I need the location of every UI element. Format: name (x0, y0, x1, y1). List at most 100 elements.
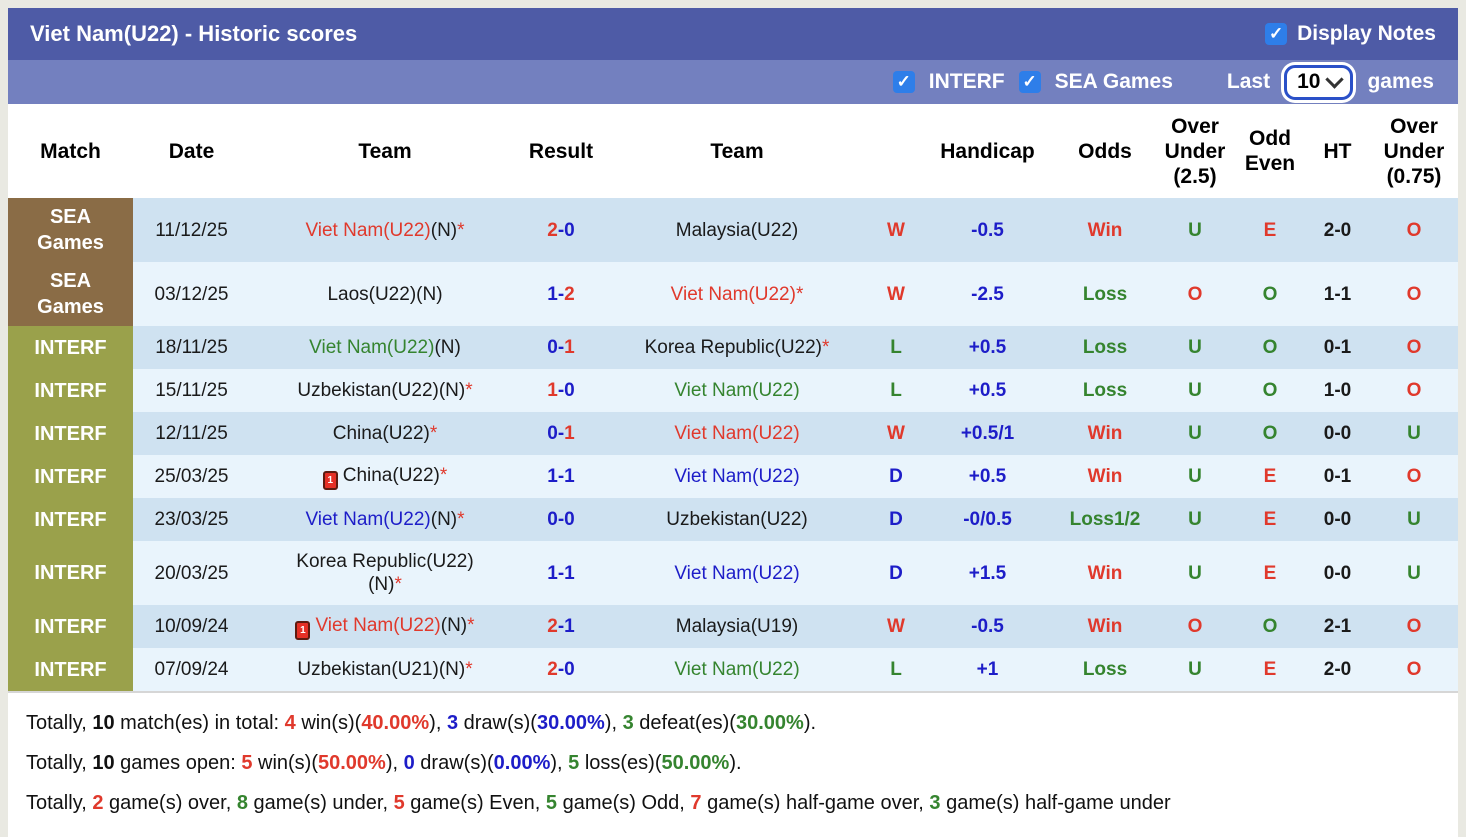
date-cell: 15/11/25 (133, 369, 250, 412)
col-header-over-under-075: Over Under (0.75) (1370, 104, 1458, 198)
over-under-25-cell: U (1155, 369, 1235, 412)
last-games-select[interactable]: 10 (1284, 64, 1354, 100)
summary-segment: 40.00% (361, 712, 430, 734)
table-row: INTERF 12/11/25 China(U22)* 0-1 Viet Nam(U22… (8, 412, 1458, 455)
team-suffix: (N) (440, 614, 468, 636)
over-under-25-cell: U (1155, 198, 1235, 262)
match-type-cell: INTERF (8, 498, 133, 541)
summary-segment: 5 (393, 792, 405, 814)
result-cell: 1-1 (520, 455, 602, 498)
team-name: Uzbekistan(U21) (297, 659, 439, 680)
table-row: INTERF 15/11/25 Uzbekistan(U22)(N)* 1-0 Viet… (8, 369, 1458, 412)
home-score: 1 (547, 562, 558, 584)
scores-table-wrap: Match Date Team Result Team Handicap Odd… (8, 104, 1458, 693)
handicap-cell: +0.5 (920, 369, 1055, 412)
date-cell: 18/11/25 (133, 326, 250, 369)
summary-segment: ), (550, 752, 569, 774)
home-team-cell: China(U22)* (250, 412, 520, 455)
summary-segment: loss(es)( (579, 752, 662, 774)
home-score: 1 (547, 380, 558, 401)
score-dash: - (557, 337, 565, 358)
date-cell: 25/03/25 (133, 455, 250, 498)
summary-footer: Totally, 10 match(es) in total: 4 win(s)… (8, 693, 1458, 837)
historic-scores-panel: Viet Nam(U22) - Historic scores ✓ Displa… (8, 8, 1458, 837)
team-name: Uzbekistan(U22) (297, 380, 439, 401)
match-type-cell: SEA Games (8, 262, 133, 326)
col-header-team-away: Team (602, 104, 872, 198)
team-name: Malaysia(U22) (675, 219, 799, 241)
summary-segment: game(s) Even, (404, 792, 546, 814)
away-score: 0 (564, 380, 575, 401)
away-team-cell: Korea Republic(U22)* (602, 326, 872, 369)
score-dash: - (557, 616, 565, 637)
team-name: Viet Nam(U22) (305, 219, 431, 241)
summary-segment: 0 (403, 752, 415, 774)
summary-segment: 50.00% (318, 752, 386, 774)
col-header-ht: HT (1305, 104, 1370, 198)
table-row: INTERF 20/03/25 Korea Republic(U22) (N)* 1-… (8, 541, 1458, 605)
handicap-cell: +0.5 (920, 455, 1055, 498)
asterisk-marker: * (429, 423, 438, 444)
summary-line-total: Totally, 10 match(es) in total: 4 win(s)… (26, 703, 1440, 743)
ht-cell: 1-1 (1305, 262, 1370, 326)
table-row: SEA Games 11/12/25 Viet Nam(U22)(N)* 2-0 Mal… (8, 198, 1458, 262)
home-team-cell: Viet Nam(U22)(N) (250, 326, 520, 369)
col-header-over-under-25: Over Under (2.5) (1155, 104, 1235, 198)
over-under-075-cell: O (1370, 648, 1458, 691)
date-cell: 03/12/25 (133, 262, 250, 326)
odds-cell: Loss (1055, 648, 1155, 691)
date-cell: 23/03/25 (133, 498, 250, 541)
summary-segment: 30.00% (735, 712, 804, 734)
ht-cell: 0-0 (1305, 498, 1370, 541)
away-score: 1 (564, 466, 575, 487)
score-dash: - (557, 283, 565, 305)
summary-line-overunder: Totally, 2 game(s) over, 8 game(s) under… (26, 783, 1440, 823)
display-notes-checkbox[interactable]: ✓ (1265, 23, 1288, 45)
result-cell: 2-0 (520, 198, 602, 262)
wdl-cell: D (872, 455, 920, 498)
date-cell: 07/09/24 (133, 648, 250, 691)
team-name: Korea Republic(U22) (296, 551, 474, 572)
interf-label: INTERF (928, 70, 1005, 93)
wdl-cell: L (872, 369, 920, 412)
summary-segment: 50.00% (661, 752, 730, 774)
wdl-cell: D (872, 498, 920, 541)
home-team-cell: Viet Nam(U22)(N)* (250, 198, 520, 262)
over-under-25-cell: U (1155, 541, 1235, 605)
col-header-date: Date (133, 104, 250, 198)
display-notes-label: Display Notes (1297, 22, 1436, 45)
team-name: Viet Nam(U22) (674, 562, 800, 584)
away-team-cell: Viet Nam(U22) (602, 648, 872, 691)
asterisk-marker: * (457, 509, 465, 530)
over-under-25-cell: O (1155, 605, 1235, 648)
team-name: Malaysia(U19) (675, 616, 799, 637)
home-team-cell: Korea Republic(U22) (N)* (250, 541, 520, 605)
wdl-cell: L (872, 326, 920, 369)
away-score: 1 (564, 562, 575, 584)
match-type-cell: SEA Games (8, 198, 133, 262)
score-dash: - (557, 380, 565, 401)
table-row: INTERF 23/03/25 Viet Nam(U22)(N)* 0-0 Uzbeki… (8, 498, 1458, 541)
match-type-cell: INTERF (8, 605, 133, 648)
away-team-cell: Viet Nam(U22) (602, 455, 872, 498)
wdl-cell: W (872, 262, 920, 326)
summary-segment: 0.00% (493, 752, 551, 774)
ht-cell: 0-1 (1305, 326, 1370, 369)
summary-segment: 3 (622, 712, 634, 734)
away-score: 1 (564, 337, 575, 358)
team-suffix: (N) (430, 219, 458, 241)
odds-cell: Loss (1055, 369, 1155, 412)
result-cell: 1-2 (520, 262, 602, 326)
asterisk-marker: * (439, 464, 448, 486)
handicap-cell: +0.5/1 (920, 412, 1055, 455)
odd-even-cell: E (1235, 498, 1305, 541)
summary-segment: draw(s)( (414, 752, 494, 774)
interf-checkbox[interactable]: ✓ (892, 71, 915, 93)
away-score: 0 (564, 509, 575, 530)
sea-games-checkbox[interactable]: ✓ (1018, 71, 1041, 93)
last-games-value: 10 (1297, 69, 1321, 93)
summary-segment: 5 (241, 752, 253, 774)
team-name: Viet Nam(U22) (305, 509, 431, 530)
wdl-cell: L (872, 648, 920, 691)
team-name: Viet Nam(U22) (670, 283, 796, 305)
